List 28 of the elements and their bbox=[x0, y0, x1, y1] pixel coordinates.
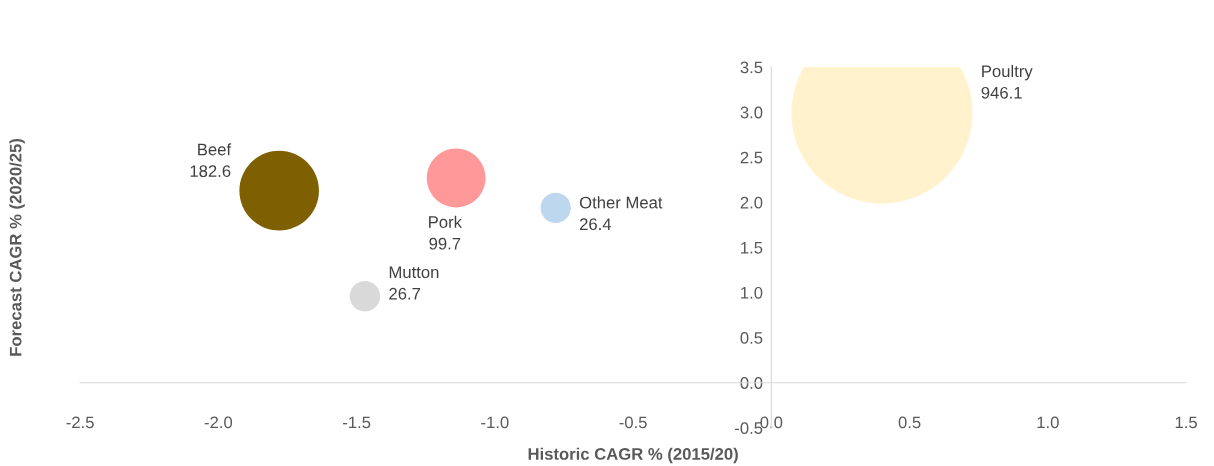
x-tick-label: -1.5 bbox=[342, 416, 371, 429]
y-tick-label: 3.5 bbox=[740, 61, 763, 74]
data-label: 99.7 bbox=[429, 237, 461, 250]
y-axis-title: Forecast CAGR % (2020/25) bbox=[9, 138, 25, 356]
y-tick-label: 1.5 bbox=[741, 242, 763, 254]
y-tick-label: 3.0 bbox=[740, 106, 763, 119]
series-label: Pork bbox=[429, 215, 462, 228]
series-label: Beef bbox=[198, 143, 232, 156]
y-tick-label: 0.0 bbox=[740, 377, 763, 389]
data-label: 26.4 bbox=[579, 218, 612, 231]
x-tick-label: -1.0 bbox=[481, 416, 509, 429]
x-tick-label: 1.5 bbox=[1175, 416, 1197, 429]
x-tick-label: 0.5 bbox=[898, 416, 921, 429]
data-label: 946.1 bbox=[981, 86, 1022, 99]
x-axis-title: Historic CAGR % (2015/20) bbox=[528, 447, 738, 464]
series-label: Other Meat bbox=[579, 196, 663, 209]
x-tick-label: -2.0 bbox=[204, 416, 233, 429]
series-label: Poultry bbox=[982, 64, 1033, 81]
x-tick-label: -0.5 bbox=[619, 416, 647, 429]
x-tick-label: 1.0 bbox=[1037, 416, 1059, 429]
x-tick-label: -2.5 bbox=[66, 416, 94, 429]
y-tick-label: 2.0 bbox=[740, 196, 763, 209]
data-label: 26.7 bbox=[389, 287, 421, 300]
y-tick-label: 1.0 bbox=[741, 286, 763, 299]
y-tick-label: 0.5 bbox=[740, 332, 763, 344]
series-label: Mutton bbox=[389, 266, 439, 279]
data-label: 182.6 bbox=[190, 165, 231, 178]
y-tick-label: 2.5 bbox=[740, 151, 763, 164]
